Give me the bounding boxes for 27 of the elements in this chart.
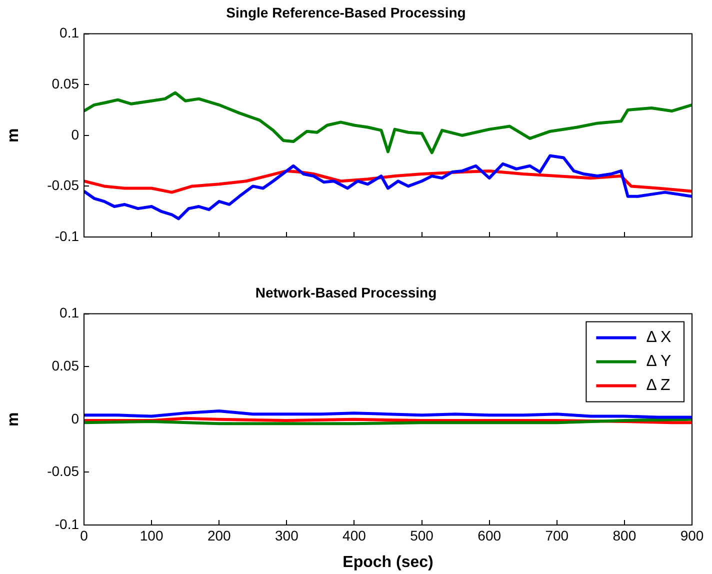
x-tick-label: 300 (274, 527, 299, 544)
chart-title: Network-Based Processing (255, 284, 437, 300)
y-tick-label: -0.1 (54, 516, 80, 532)
y-tick-label: 0.05 (52, 357, 80, 374)
x-tick-label: 100 (140, 527, 164, 544)
legend-label: Δ Z (646, 377, 670, 394)
y-tick-label: -0.05 (47, 177, 80, 194)
y-tick-label: 0.1 (60, 24, 80, 41)
y-axis-title: m (5, 412, 22, 427)
y-tick-label: 0.1 (60, 304, 80, 321)
legend-label: Δ Y (646, 353, 672, 370)
x-tick-label: 500 (410, 527, 434, 544)
chart-title: Single Reference-Based Processing (226, 4, 466, 20)
x-tick-label: 800 (612, 527, 636, 544)
y-tick-label: 0 (71, 410, 80, 426)
x-tick-label: 400 (342, 527, 366, 544)
y-tick-label: -0.05 (47, 463, 80, 480)
x-tick-label: 200 (207, 527, 232, 544)
x-tick-label: 700 (545, 527, 569, 544)
x-tick-label: 600 (478, 527, 502, 544)
y-tick-label: 0.05 (52, 75, 80, 92)
x-axis-title: Epoch (sec) (342, 554, 434, 571)
y-axis-title: m (5, 128, 22, 143)
legend-label: Δ X (646, 329, 672, 346)
y-tick-label: 0 (71, 126, 80, 142)
y-tick-label: -0.1 (54, 228, 80, 244)
x-tick-label: 900 (680, 527, 704, 544)
